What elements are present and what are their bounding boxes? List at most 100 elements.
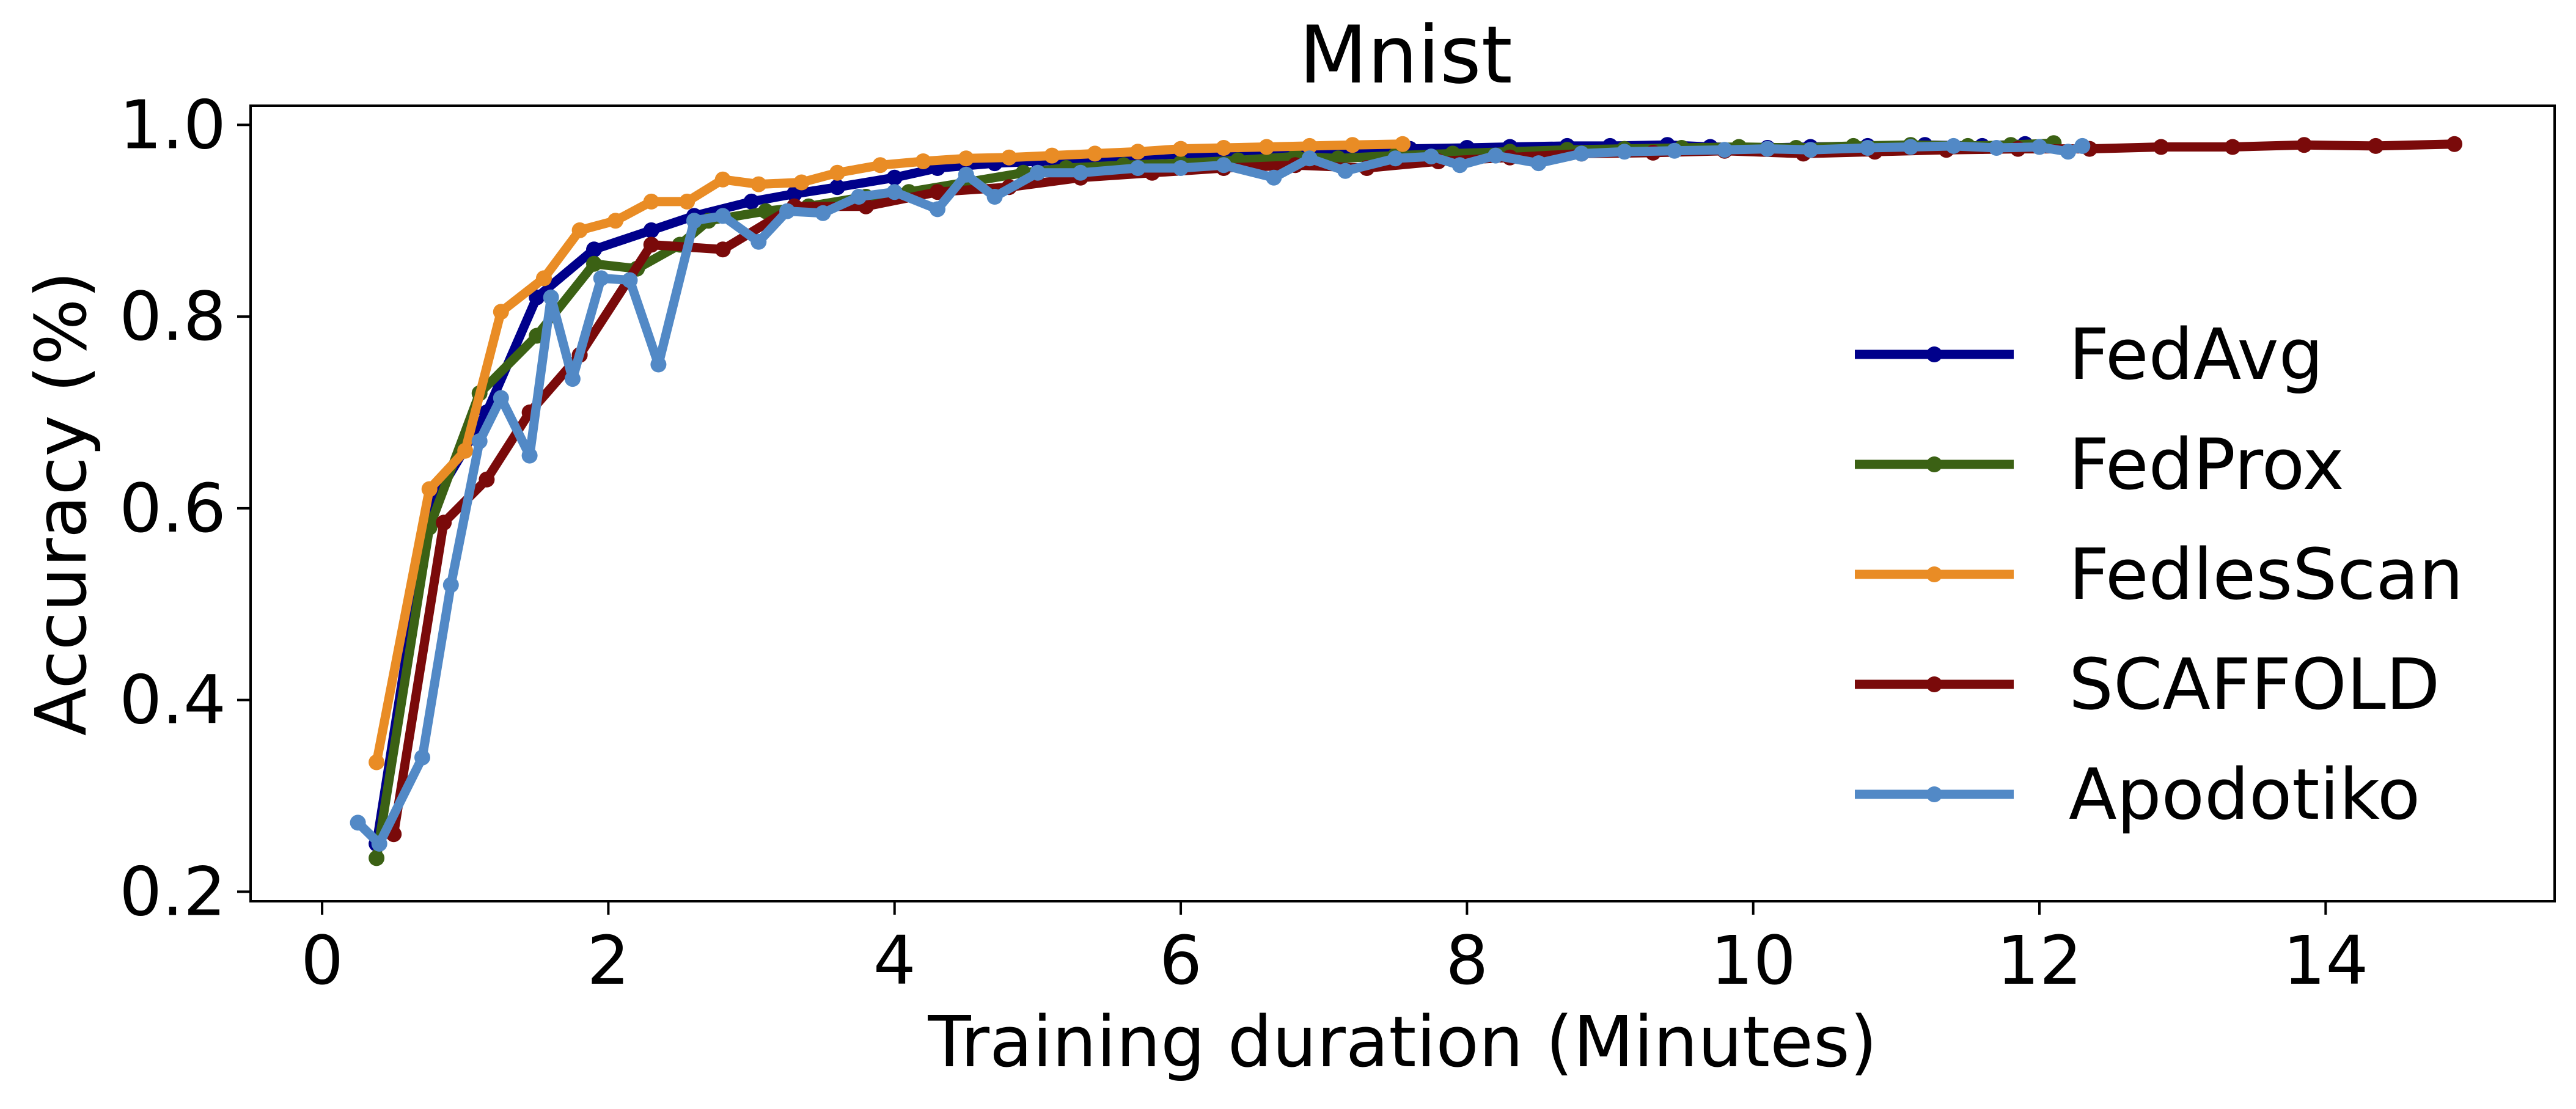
- legend-label-scaffold: SCAFFOLD: [2069, 644, 2440, 726]
- data-point-fedprox: [369, 850, 385, 866]
- data-point-apodotiko: [886, 184, 903, 200]
- x-tick-label: 2: [587, 921, 629, 1000]
- legend-label-fedlesscan: FedlesScan: [2069, 534, 2464, 616]
- data-point-apodotiko: [1945, 137, 1962, 154]
- data-point-apodotiko: [1266, 169, 1282, 186]
- data-point-apodotiko: [564, 371, 581, 387]
- data-point-apodotiko: [622, 272, 638, 288]
- data-point-fedlesscan: [679, 193, 695, 210]
- data-point-scaffold: [479, 471, 495, 488]
- data-point-apodotiko: [1451, 157, 1468, 174]
- data-point-apodotiko: [1301, 150, 1318, 167]
- data-point-apodotiko: [1666, 142, 1682, 159]
- data-point-scaffold: [436, 514, 452, 531]
- data-point-apodotiko: [593, 270, 609, 287]
- data-point-apodotiko: [1860, 140, 1876, 156]
- data-point-apodotiko: [714, 208, 731, 224]
- data-point-scaffold: [2446, 136, 2463, 152]
- legend: FedAvg FedProx FedlesScan SCAFFOLD Apodotiko: [1855, 314, 2464, 836]
- data-point-apodotiko: [521, 447, 538, 464]
- data-point-fedlesscan: [915, 153, 931, 169]
- data-point-scaffold: [2368, 137, 2384, 154]
- data-point-apodotiko: [1387, 150, 1404, 167]
- data-point-scaffold: [2296, 137, 2313, 153]
- data-point-apodotiko: [1129, 160, 1146, 176]
- data-point-scaffold: [714, 241, 731, 258]
- x-axis-label: Training duration (Minutes): [927, 1001, 1877, 1083]
- y-tick-label: 1.0: [119, 86, 226, 164]
- data-point-fedlesscan: [1395, 136, 1411, 152]
- data-point-apodotiko: [1903, 139, 1919, 155]
- data-point-apodotiko: [371, 835, 387, 852]
- data-point-apodotiko: [1988, 140, 2005, 156]
- data-point-fedlesscan: [1345, 137, 1360, 153]
- data-point-apodotiko: [471, 433, 488, 449]
- legend-marker-apodotiko: [1926, 786, 1942, 802]
- data-point-fedlesscan: [1216, 140, 1232, 156]
- data-point-apodotiko: [1073, 164, 1089, 181]
- series-fedlesscan: [369, 136, 1411, 770]
- data-point-fedlesscan: [1301, 137, 1318, 154]
- data-point-fedlesscan: [607, 213, 624, 229]
- data-point-fedlesscan: [571, 222, 588, 238]
- data-point-fedprox: [758, 203, 774, 219]
- x-tick-label: 10: [1711, 921, 1796, 1000]
- plot-frame: [249, 104, 2556, 902]
- data-point-fedprox: [586, 255, 602, 272]
- data-point-fedlesscan: [872, 157, 889, 174]
- data-point-scaffold: [2225, 139, 2241, 155]
- y-axis-ticks: 0.2 0.4 0.6 0.8 1.0: [119, 86, 251, 931]
- data-point-scaffold: [2153, 139, 2170, 155]
- y-tick-label: 0.8: [119, 277, 226, 356]
- data-point-apodotiko: [650, 356, 667, 373]
- data-point-apodotiko: [543, 289, 559, 306]
- data-point-fedlesscan: [457, 442, 474, 459]
- data-point-apodotiko: [986, 189, 1003, 205]
- data-point-apodotiko: [414, 749, 430, 766]
- data-point-apodotiko: [493, 390, 509, 406]
- data-point-fedlesscan: [714, 171, 731, 188]
- data-point-fedavg: [586, 241, 602, 258]
- data-point-apodotiko: [958, 166, 974, 183]
- data-point-fedlesscan: [643, 193, 659, 210]
- data-point-fedlesscan: [793, 174, 810, 191]
- data-point-apodotiko: [930, 201, 945, 218]
- data-point-apodotiko: [1337, 163, 1354, 179]
- y-tick-label: 0.4: [119, 661, 226, 739]
- series-apodotiko: [350, 137, 2091, 852]
- y-tick-label: 0.2: [119, 852, 226, 931]
- data-point-apodotiko: [1029, 164, 1046, 181]
- data-point-apodotiko: [1802, 142, 1819, 158]
- data-point-fedavg: [743, 193, 760, 210]
- legend-marker-fedlesscan: [1926, 566, 1942, 582]
- plot-lines: [350, 135, 2463, 866]
- data-point-apodotiko: [779, 203, 796, 219]
- legend-label-fedavg: FedAvg: [2069, 314, 2324, 396]
- legend-item-apodotiko: Apodotiko: [1855, 754, 2420, 836]
- chart-title: Mnist: [1299, 9, 1512, 101]
- data-point-fedavg: [529, 289, 545, 306]
- data-point-fedavg: [786, 186, 802, 202]
- data-point-fedlesscan: [369, 754, 385, 770]
- data-point-fedavg: [886, 169, 903, 186]
- legend-item-fedlesscan: FedlesScan: [1855, 534, 2464, 616]
- legend-label-fedprox: FedProx: [2069, 424, 2344, 506]
- legend-marker-fedprox: [1926, 456, 1942, 472]
- x-tick-label: 14: [2283, 921, 2368, 1000]
- legend-item-fedprox: FedProx: [1855, 424, 2344, 506]
- data-point-fedlesscan: [493, 304, 509, 320]
- data-point-fedavg: [643, 222, 659, 238]
- legend-item-fedavg: FedAvg: [1855, 314, 2324, 396]
- data-point-fedlesscan: [421, 481, 438, 497]
- data-point-apodotiko: [350, 814, 366, 831]
- x-tick-label: 8: [1445, 921, 1488, 1000]
- data-point-apodotiko: [1488, 147, 1504, 164]
- data-point-fedlesscan: [1129, 144, 1146, 160]
- x-tick-label: 6: [1159, 921, 1202, 1000]
- data-point-apodotiko: [2031, 139, 2047, 155]
- data-point-apodotiko: [750, 233, 767, 250]
- data-point-apodotiko: [442, 577, 459, 593]
- data-point-apodotiko: [686, 213, 702, 229]
- data-point-fedlesscan: [1087, 145, 1103, 162]
